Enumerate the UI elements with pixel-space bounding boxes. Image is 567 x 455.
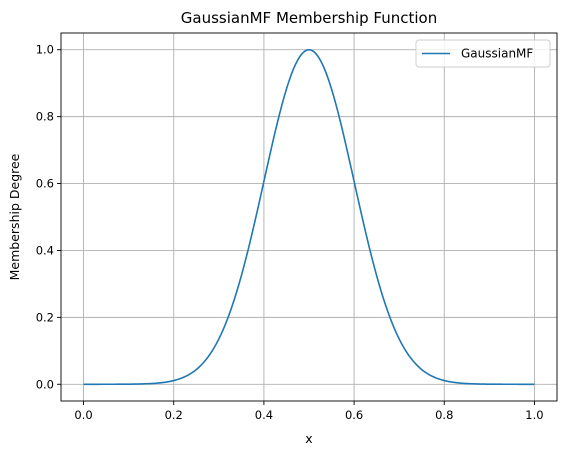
x-tick-label: 0.8 xyxy=(435,408,453,422)
legend-box xyxy=(415,39,551,68)
y-tick-label: 0.0 xyxy=(36,377,54,391)
y-tick-label: 0.6 xyxy=(36,177,54,191)
x-tick-label: 0.2 xyxy=(165,408,183,422)
axes-frame xyxy=(60,32,558,402)
y-tick-label: 0.2 xyxy=(36,310,54,324)
series-line-gaussianmf xyxy=(83,48,535,386)
x-tick-label: 0.4 xyxy=(255,408,273,422)
x-tick-label: 0.6 xyxy=(345,408,363,422)
y-tick-label: 0.4 xyxy=(36,243,54,257)
x-axis-label: x xyxy=(305,431,312,446)
chart-title: GaussianMF Membership Function xyxy=(181,9,437,27)
y-axis-label: Membership Degree xyxy=(7,153,22,280)
x-tick-label: 0.0 xyxy=(74,408,92,422)
legend-label: GaussianMF xyxy=(461,47,533,61)
legend: GaussianMF xyxy=(415,39,551,68)
grid xyxy=(61,33,557,401)
y-tick-label: 0.8 xyxy=(36,110,54,124)
ticks: 0.0 0.2 0.4 0.6 0.8 1.0 0.0 0.2 0.4 0.6 0.8 1.0 xyxy=(36,43,544,422)
x-tick-label: 1.0 xyxy=(525,408,543,422)
plot-area xyxy=(83,48,535,386)
y-tick-label: 1.0 xyxy=(36,43,54,57)
